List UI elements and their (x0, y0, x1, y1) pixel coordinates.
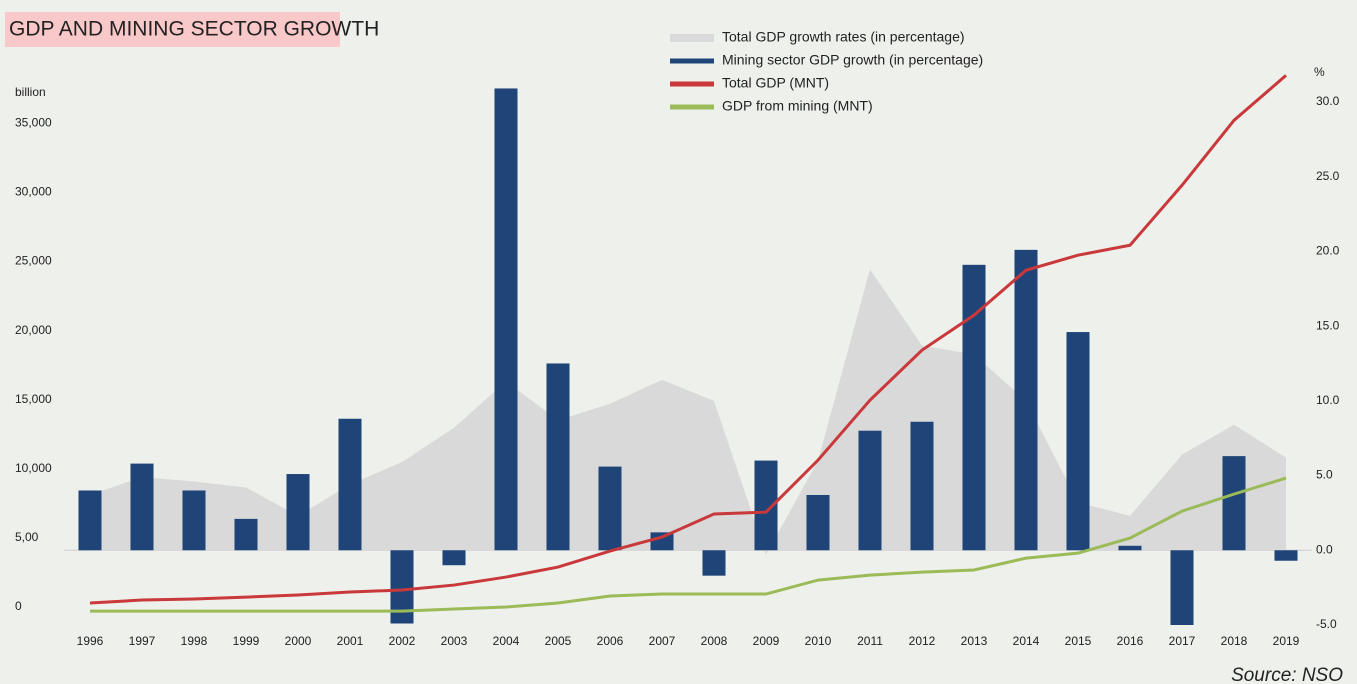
x-tick-label: 2018 (1221, 634, 1248, 648)
y2-tick-label: 10.0 (1316, 393, 1340, 407)
bar (1014, 249, 1038, 551)
bar (754, 460, 778, 551)
x-tick-label: 1996 (77, 634, 104, 648)
x-tick-label: 2009 (753, 634, 780, 648)
bar (806, 494, 830, 551)
x-tick-label: 2012 (909, 634, 936, 648)
source: Source: NSO (1231, 665, 1343, 684)
y2-tick-label: 0.0 (1316, 542, 1333, 556)
bar (598, 466, 622, 551)
x-tick-label: 2001 (337, 634, 364, 648)
x-tick-label: 1999 (233, 634, 260, 648)
x-tick-label: 2003 (441, 634, 468, 648)
y-tick-label: 10,000 (15, 461, 52, 475)
x-tick-label: 2007 (649, 634, 676, 648)
y-tick-label: 5,00 (15, 530, 39, 544)
x-tick-label: 2014 (1013, 634, 1040, 648)
legend-label: GDP from mining (MNT) (722, 98, 873, 114)
bar (130, 463, 154, 551)
bar (1118, 545, 1142, 551)
legend-label: Total GDP growth rates (in percentage) (722, 29, 965, 45)
bar (442, 550, 466, 566)
x-tick-label: 1998 (181, 634, 208, 648)
y2-tick-label: 15.0 (1316, 318, 1340, 332)
x-tick-label: 2008 (701, 634, 728, 648)
x-tick-label: 2019 (1273, 634, 1300, 648)
legend-label: Mining sector GDP growth (in percentage) (722, 52, 983, 68)
y-tick-label: 35,000 (15, 116, 52, 130)
bar (650, 532, 674, 551)
x-tick-label: 2015 (1065, 634, 1092, 648)
x-tick-label: 2013 (961, 634, 988, 648)
y2-tick-label: 25.0 (1316, 169, 1340, 183)
bar (494, 88, 518, 551)
bar (962, 264, 986, 551)
bar (1170, 550, 1194, 625)
x-tick-label: 2017 (1169, 634, 1196, 648)
bar (1222, 456, 1246, 551)
area (90, 269, 1286, 555)
x-tick-label: 2000 (285, 634, 312, 648)
y2-tick-label: 30.0 (1316, 94, 1340, 108)
bar (182, 490, 206, 551)
bar (390, 550, 414, 624)
title-box (5, 12, 340, 47)
line (89, 74, 1287, 605)
x-tick-label: 2002 (389, 634, 416, 648)
y2-tick-label: 20.0 (1316, 244, 1340, 258)
bar (234, 518, 258, 551)
bar (1066, 332, 1090, 551)
y-tick-label: 15,000 (15, 392, 52, 406)
bar (338, 418, 362, 551)
y2-tick-label: 5.0 (1316, 468, 1333, 482)
legend-label: Total GDP (MNT) (722, 75, 829, 91)
y-tick-label: 30,000 (15, 185, 52, 199)
bar (1274, 550, 1298, 561)
bar (702, 550, 726, 576)
x-tick-label: 2011 (857, 634, 883, 648)
x-tick-label: 2005 (545, 634, 572, 648)
x-tick-label: 1997 (129, 634, 156, 648)
line (90, 476, 1287, 613)
bar (858, 430, 882, 551)
y2-axis-label: % (1314, 65, 1325, 79)
y2-tick-label: -5.0 (1316, 617, 1337, 631)
chart-title: GDP AND MINING SECTOR GROWTH (9, 18, 379, 41)
x-tick-label: 2006 (597, 634, 624, 648)
x-tick-label: 2010 (805, 634, 832, 648)
y-tick-label: 25,000 (15, 254, 52, 268)
bar (78, 490, 102, 551)
x-tick-label: 2004 (493, 634, 520, 648)
y-tick-label: 0 (15, 599, 22, 613)
y-axis-label: billion (15, 85, 46, 99)
y-tick-label: 20,000 (15, 323, 52, 337)
bar (910, 421, 934, 551)
x-tick-label: 2016 (1117, 634, 1144, 648)
bar (286, 474, 310, 551)
bar (546, 363, 570, 551)
